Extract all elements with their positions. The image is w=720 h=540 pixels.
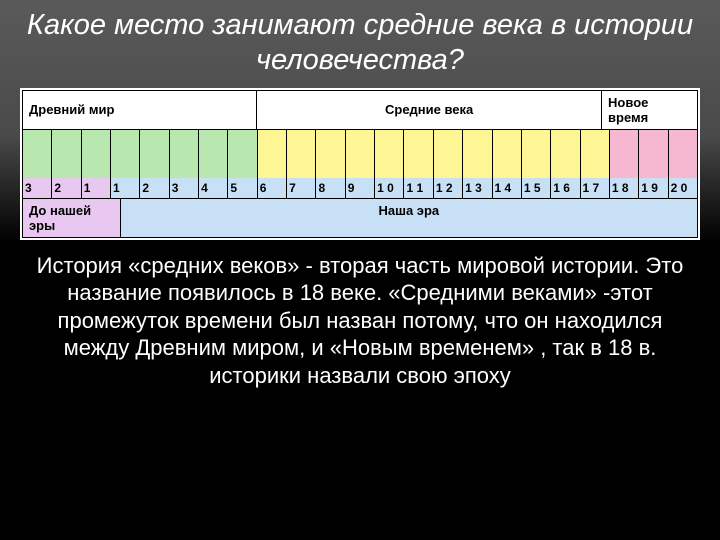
number-cell: 4 [199,178,228,198]
epoch-ad: Наша эра [121,199,697,237]
color-cell [375,130,404,178]
era-middle-label: Средние века [385,102,473,117]
number-row: 3211234567891 01 11 21 31 41 51 61 71 81… [22,178,698,199]
body-text: История «средних веков» - вторая часть м… [20,252,700,390]
color-cell [669,130,697,178]
color-cell [346,130,375,178]
color-cell [140,130,169,178]
number-cell: 1 7 [581,178,610,198]
number-cell: 1 3 [463,178,492,198]
number-cell: 3 [23,178,52,198]
slide: Какое место занимают средние века в исто… [0,0,720,540]
number-cell: 1 4 [493,178,522,198]
number-cell: 1 1 [404,178,433,198]
color-cell [522,130,551,178]
epoch-bc-label: До нашей эры [29,203,91,233]
number-cell: 1 2 [434,178,463,198]
color-cell [493,130,522,178]
color-cell [287,130,316,178]
color-cell [463,130,492,178]
number-cell: 2 0 [669,178,697,198]
number-cell: 1 9 [639,178,668,198]
era-ancient-label: Древний мир [29,102,114,117]
color-cell [551,130,580,178]
color-cell [111,130,140,178]
number-cell: 3 [170,178,199,198]
number-cell: 1 0 [375,178,404,198]
color-cell [23,130,52,178]
color-cell [639,130,668,178]
color-cell [404,130,433,178]
color-cell [610,130,639,178]
number-cell: 8 [316,178,345,198]
era-new: Новое время [602,91,697,129]
color-cell [581,130,610,178]
timeline: Древний мир Средние века Новое время 321… [20,88,700,240]
color-cell [228,130,257,178]
color-row [22,130,698,178]
era-header-row: Древний мир Средние века Новое время [22,90,698,130]
color-cell [316,130,345,178]
number-cell: 6 [258,178,287,198]
number-cell: 1 5 [522,178,551,198]
number-cell: 9 [346,178,375,198]
epoch-row: До нашей эры Наша эра [22,199,698,238]
number-cell: 1 8 [610,178,639,198]
number-cell: 2 [140,178,169,198]
slide-title: Какое место занимают средние века в исто… [20,8,700,78]
color-cell [52,130,81,178]
color-cell [170,130,199,178]
color-cell [434,130,463,178]
epoch-ad-label: Наша эра [379,203,440,218]
era-middle: Средние века [257,91,602,129]
number-cell: 7 [287,178,316,198]
era-new-label: Новое время [608,95,691,125]
number-cell: 1 [82,178,111,198]
era-ancient: Древний мир [23,91,257,129]
color-cell [258,130,287,178]
number-cell: 1 6 [551,178,580,198]
number-cell: 2 [52,178,81,198]
epoch-bc: До нашей эры [23,199,121,237]
number-cell: 5 [228,178,257,198]
color-cell [82,130,111,178]
number-cell: 1 [111,178,140,198]
color-cell [199,130,228,178]
